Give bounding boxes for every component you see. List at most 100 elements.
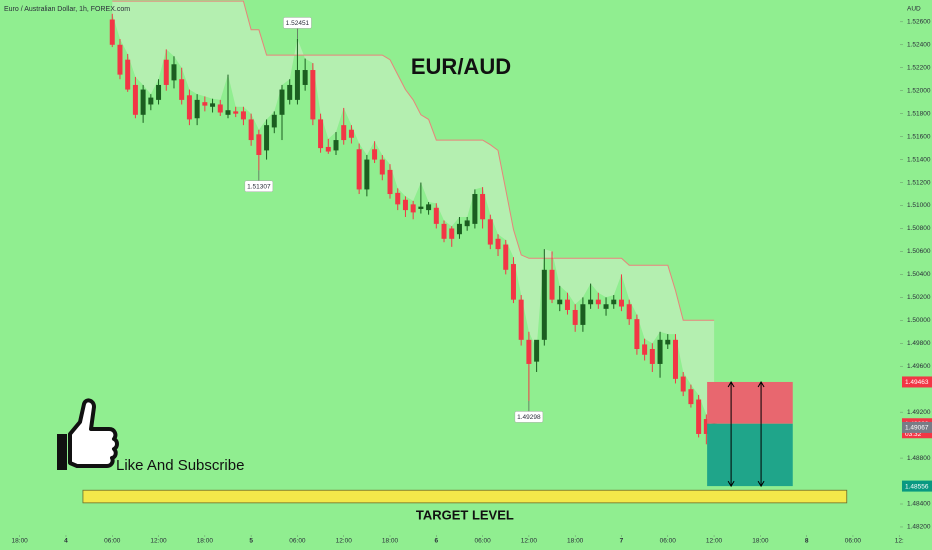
candle-body [426, 204, 432, 211]
y-tick-label: 1.48200 [907, 524, 931, 531]
candle-body [372, 149, 378, 160]
y-tick-label: 1.50800 [907, 225, 931, 232]
target-level-bar [82, 489, 848, 504]
candle-body [418, 206, 424, 209]
candle-body [379, 159, 385, 175]
candle-body [210, 103, 216, 107]
candle-body [433, 207, 439, 224]
price-tag [902, 421, 932, 433]
x-tick-label: 06:00 [289, 538, 306, 545]
candle-body [225, 110, 231, 115]
candle-body [572, 309, 578, 325]
candle-body [518, 299, 524, 340]
candle-body [588, 299, 594, 305]
x-tick-label: 12:00 [706, 538, 723, 545]
candle-body [472, 194, 478, 224]
x-tick-label: 18:00 [752, 538, 769, 545]
candle-body [672, 339, 678, 379]
candle-body [217, 104, 223, 113]
candle-body [348, 129, 354, 138]
y-tick-label: 1.50000 [907, 317, 931, 324]
candle-body [302, 70, 308, 85]
candle-body [264, 125, 270, 151]
target-level-label: TARGET LEVEL [416, 507, 514, 522]
candle-body [680, 376, 686, 392]
call-to-action: Like And Subscribe [116, 457, 244, 474]
candle-body [117, 44, 123, 75]
candle-body [595, 299, 601, 305]
candle-body [402, 199, 408, 211]
x-tick-label: 12:00 [150, 538, 167, 545]
candle-body [194, 99, 200, 119]
thumbs-up-icon [57, 398, 119, 470]
candle-body [703, 419, 709, 434]
candle-body [626, 304, 632, 320]
x-tick-label: 18:00 [567, 538, 584, 545]
arrow-head [757, 380, 765, 488]
candle-body [580, 304, 586, 325]
y-tick-label: 1.48800 [907, 455, 931, 462]
x-tick-label: 5 [249, 538, 253, 545]
y-tick-label: 1.50400 [907, 271, 931, 278]
chart-title: EUR/AUD [411, 54, 511, 79]
candle-body [132, 84, 138, 115]
candle-body [140, 89, 146, 115]
x-tick-label: 12:00 [336, 538, 353, 545]
candle-body [240, 111, 246, 120]
x-tick-label: 06:00 [845, 538, 862, 545]
x-tick-label: 4 [64, 538, 68, 545]
candle-body [318, 119, 324, 149]
x-tick-label: 7 [620, 538, 624, 545]
candle-body [356, 149, 362, 190]
y-tick-label: 1.48400 [907, 501, 931, 508]
candle-body [341, 125, 347, 141]
x-tick-label: 12: [895, 538, 904, 545]
candle-body [564, 299, 570, 310]
candle-body [449, 228, 455, 239]
x-tick-label: 6 [434, 538, 438, 545]
target-zone [707, 423, 793, 487]
x-tick-label: 12:00 [521, 538, 538, 545]
callout-label: 1.49298 [517, 414, 541, 421]
symbol-header: Euro / Australian Dollar, 1h, FOREX.com [4, 6, 130, 13]
callout-box [283, 17, 312, 29]
y-tick-label: 1.50600 [907, 248, 931, 255]
candle-body [364, 159, 370, 190]
y-tick-label: 1.52400 [907, 41, 931, 48]
price-tag-label: 1.48556 [905, 483, 929, 490]
candle-body [256, 134, 262, 155]
candle-body [186, 95, 192, 120]
candle-body [665, 339, 671, 345]
y-tick-label: 1.51600 [907, 133, 931, 140]
candle-body [480, 194, 486, 220]
callout-box [514, 411, 544, 423]
candle-body [526, 339, 532, 364]
candle-body [248, 119, 254, 141]
candle-body [464, 220, 470, 227]
candle-body [618, 299, 624, 307]
candle-body [156, 84, 162, 100]
candle-body [171, 64, 177, 81]
currency-label: AUD [907, 6, 921, 13]
x-tick-label: 18:00 [12, 538, 29, 545]
arrow-head [727, 380, 735, 488]
candle-body [657, 339, 663, 364]
candle-body [287, 84, 293, 100]
candle-body [495, 238, 501, 250]
candle-body [109, 19, 115, 45]
x-tick-label: 06:00 [104, 538, 121, 545]
candle-body [125, 59, 131, 90]
candle-body [333, 140, 339, 151]
candle-body [634, 319, 640, 350]
x-tick-label: 18:00 [197, 538, 214, 545]
candle-body [148, 97, 154, 105]
candle-body [541, 269, 547, 340]
plot-area: 1.52451 1.51307 1.49298 TARGET LEVEL [82, 0, 848, 522]
y-tick-label: 1.49200 [907, 409, 931, 416]
candle-body [279, 89, 285, 115]
y-tick-label: 1.52000 [907, 87, 931, 94]
candle-body [534, 339, 540, 362]
candle-body [510, 264, 516, 300]
y-tick-label: 1.51800 [907, 110, 931, 117]
